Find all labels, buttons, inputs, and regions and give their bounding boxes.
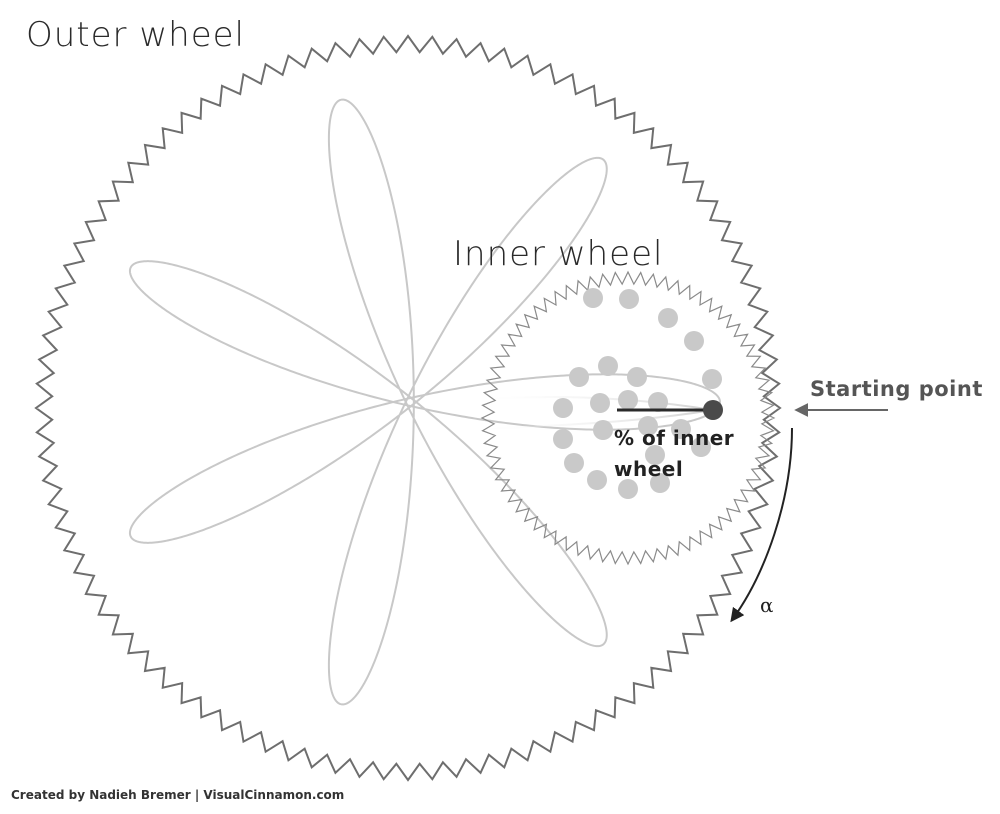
inner-wheel-hole (650, 473, 670, 493)
inner-wheel-hole (658, 308, 678, 328)
inner-wheel-hole (587, 470, 607, 490)
inner-wheel-hole (627, 367, 647, 387)
pen-hole (703, 400, 723, 420)
inner-wheel-hole (598, 356, 618, 376)
percent-label-line2: wheel (614, 457, 683, 481)
inner-wheel-hole (645, 445, 665, 465)
inner-wheel-holes (553, 288, 722, 499)
alpha-label: α (760, 593, 774, 617)
outer-wheel-gear (34, 34, 782, 782)
inner-wheel-hole (618, 479, 638, 499)
starting-point-label: Starting point (810, 377, 983, 401)
inner-wheel-label: Inner wheel (453, 234, 663, 274)
spirograph-curve (128, 98, 721, 706)
outer-wheel-label: Outer wheel (26, 15, 245, 55)
inner-wheel-hole (671, 419, 691, 439)
inner-wheel-hole (593, 420, 613, 440)
percent-label-line1: % of inner (614, 426, 734, 450)
inner-wheel-hole (684, 331, 704, 351)
inner-wheel-hole (619, 289, 639, 309)
inner-wheel-hole (553, 398, 573, 418)
inner-wheel-hole (648, 392, 668, 412)
inner-wheel-hole (702, 369, 722, 389)
inner-wheel-hole (553, 429, 573, 449)
credit-text: Created by Nadieh Bremer | VisualCinnamo… (11, 788, 344, 802)
inner-wheel-hole (638, 416, 658, 436)
inner-wheel-hole (590, 393, 610, 413)
inner-wheel-hole (691, 437, 711, 457)
alpha-arrow (730, 427, 793, 623)
inner-wheel-hole (564, 453, 584, 473)
inner-wheel-hole (618, 390, 638, 410)
inner-wheel-hole (583, 288, 603, 308)
inner-wheel-gear (480, 270, 776, 566)
inner-wheel-hole (569, 367, 589, 387)
